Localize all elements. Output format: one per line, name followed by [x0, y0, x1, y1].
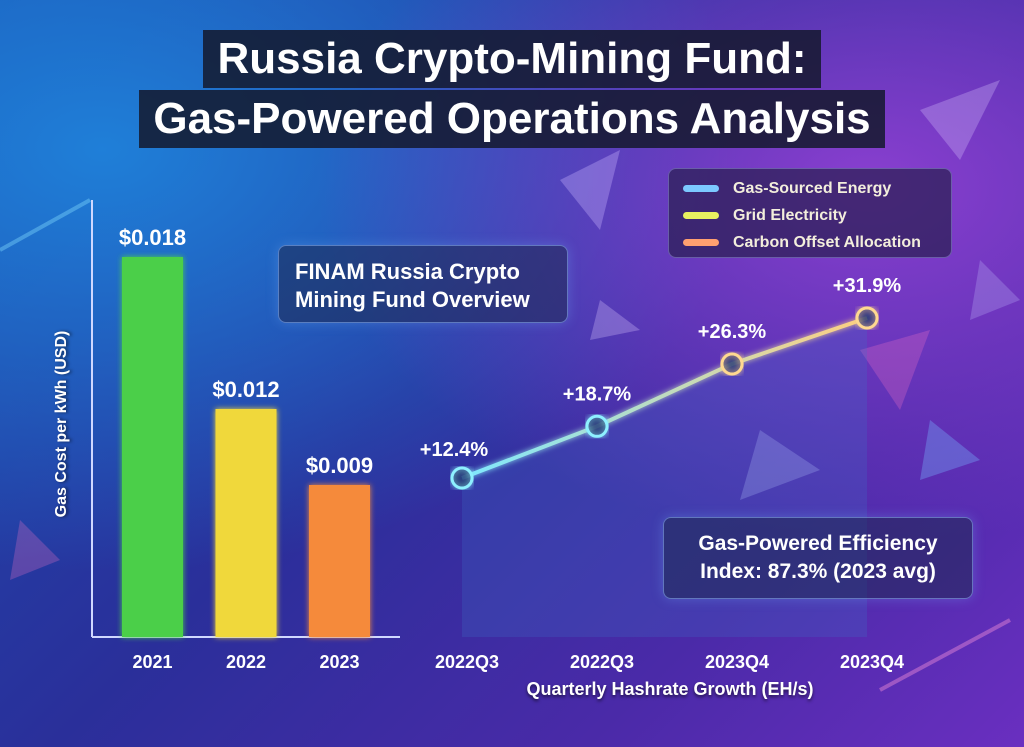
x-tick-label: 2022Q3 — [570, 652, 634, 672]
legend-swatch — [683, 212, 719, 219]
line-data-label: +26.3% — [698, 321, 767, 343]
title-line-1-wrap: Russia Crypto-Mining Fund: — [0, 30, 1024, 88]
legend-swatch — [683, 185, 719, 192]
x-tick-label: 2023 — [319, 652, 359, 672]
x-tick-label: 2022Q3 — [435, 652, 499, 672]
line-data-label: +31.9% — [833, 275, 902, 297]
bar-data-label: $0.012 — [212, 377, 279, 402]
line-point — [450, 466, 474, 490]
legend: Gas-Sourced Energy Grid Electricity Carb… — [668, 168, 952, 258]
legend-item-carbon: Carbon Offset Allocation — [683, 229, 937, 256]
chart-title-line-2: Gas-Powered Operations Analysis — [139, 90, 885, 148]
legend-label: Gas-Sourced Energy — [733, 179, 892, 197]
line-point — [720, 352, 744, 376]
growth-line — [461, 316, 868, 480]
legend-item-grid: Grid Electricity — [683, 202, 937, 229]
x-tick-label: 2021 — [132, 652, 172, 672]
chart-title-line-1: Russia Crypto-Mining Fund: — [203, 30, 821, 88]
line-data-label: +12.4% — [420, 439, 489, 461]
bar-data-label: $0.009 — [306, 453, 373, 478]
bar-data-label: $0.018 — [119, 225, 186, 250]
x-tick-label: 2023Q4 — [840, 652, 904, 672]
line-data-label: +18.7% — [563, 383, 632, 405]
efficiency-index-box: Gas-Powered Efficiency Index: 87.3% (202… — [663, 517, 973, 599]
y-axis-label: Gas Cost per kWh (USD) — [53, 330, 70, 518]
bar-2022 — [215, 409, 277, 637]
x-axis-label: Quarterly Hashrate Growth (EH/s) — [526, 679, 814, 699]
legend-item-gas: Gas-Sourced Energy — [683, 175, 937, 202]
legend-swatch — [683, 239, 719, 246]
x-tick-label: 2022 — [226, 652, 266, 672]
line-point — [585, 414, 609, 438]
bar-2021 — [122, 257, 183, 637]
line-point — [855, 306, 879, 330]
fund-overview-box: FINAM Russia Crypto Mining Fund Overview — [278, 245, 568, 323]
bar-2023 — [309, 485, 370, 637]
x-tick-label: 2023Q4 — [705, 652, 769, 672]
legend-label: Grid Electricity — [733, 206, 847, 224]
legend-label: Carbon Offset Allocation — [733, 233, 921, 251]
title-line-2-wrap: Gas-Powered Operations Analysis — [0, 90, 1024, 148]
